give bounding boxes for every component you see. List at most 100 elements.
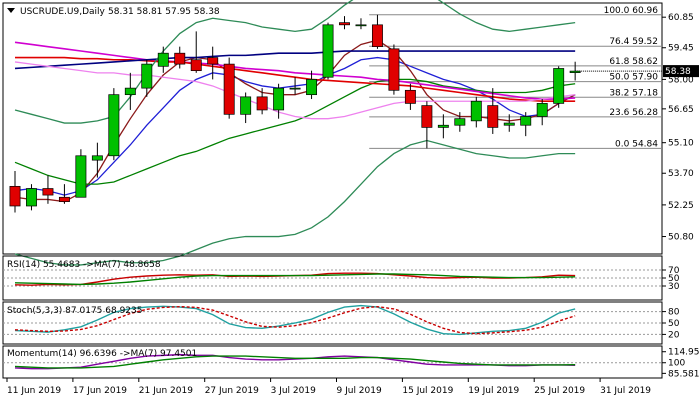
stoch-tick-label: 20: [668, 330, 680, 340]
candle-body[interactable]: [26, 188, 37, 207]
price-axis: 60.85 59.45 58.00 56.65 55.10 53.70 52.25 50.80: [662, 13, 694, 243]
price-tick-label: 55.10: [668, 139, 694, 149]
date-tick-label: 27 Jun 2019: [205, 386, 259, 396]
candle-body[interactable]: [273, 87, 285, 111]
stoch-series-line: [14, 304, 576, 336]
candle-body[interactable]: [355, 24, 367, 27]
candle-body[interactable]: [388, 48, 400, 91]
fib-level-label: 76.4 59.52: [609, 37, 658, 47]
last-price-marker: 58.38: [663, 65, 699, 78]
stoch-tick-label: 80: [668, 308, 680, 318]
indicator-line-bb-upper: [14, 0, 576, 124]
indicator-line-pink: [14, 61, 576, 120]
stoch-lines: [3, 304, 662, 336]
candle-body[interactable]: [223, 63, 235, 115]
date-tick-label: 19 Jul 2019: [468, 386, 519, 396]
candle-body[interactable]: [371, 24, 383, 48]
fib-level-label: 38.2 57.18: [609, 88, 658, 98]
rsi-tick-label: 30: [668, 282, 680, 292]
stoch-title: Stoch(5,3,3) 87.0175 68.9235: [7, 306, 142, 316]
candles: [9, 14, 581, 213]
candle-body[interactable]: [58, 196, 70, 202]
candle-body[interactable]: [124, 87, 136, 96]
candle-body[interactable]: [470, 100, 482, 122]
candle-body[interactable]: [322, 24, 334, 78]
chart-title: USCRUDE.U9,Daily: [20, 7, 106, 17]
indicator-line-green: [14, 78, 576, 185]
rsi-title: RSI(14) 55.4683 ->MA(7) 48.8658: [7, 260, 161, 270]
price-tick-label: 53.70: [668, 169, 694, 179]
momentum-tick-label: 100: [668, 359, 685, 369]
candle-body[interactable]: [553, 68, 565, 104]
date-tick-label: 15 Jul 2019: [402, 386, 453, 396]
momentum-pane[interactable]: Momentum(14) 96.6396 ->MA(7) 97.4501: [2, 345, 663, 379]
ohlc-readout: 58.31 58.81 57.95 58.38: [108, 7, 220, 17]
date-axis: 11 Jun 2019 17 Jun 2019 21 Jun 2019 27 Jun …: [6, 378, 651, 396]
candle-body[interactable]: [75, 155, 87, 198]
chevron-down-icon[interactable]: [7, 8, 15, 13]
fib-level-label: 61.8 58.62: [609, 57, 658, 67]
stoch-series-line: [14, 305, 576, 335]
candle-body[interactable]: [289, 87, 301, 90]
price-tick-label: 60.85: [668, 13, 694, 23]
date-tick-label: 17 Jun 2019: [73, 386, 127, 396]
price-pane[interactable]: 100.0 60.96 76.4 59.52 61.8 58.62 50.0 57.9…: [2, 0, 663, 266]
fib-level-label: 100.0 60.96: [604, 6, 659, 16]
candle-body[interactable]: [421, 105, 433, 128]
momentum-title: Momentum(14) 96.6396 ->MA(7) 97.4501: [7, 349, 197, 359]
indicator-line-magenta: [14, 41, 576, 100]
candle-body[interactable]: [141, 63, 153, 89]
momentum-tick-label: 85.5815: [668, 369, 700, 379]
stoch-pane[interactable]: Stoch(5,3,3) 87.0175 68.9235: [2, 301, 663, 345]
rsi-series-line: [14, 273, 576, 286]
candle-body[interactable]: [454, 118, 466, 126]
candle-body[interactable]: [91, 155, 103, 161]
candle-body[interactable]: [207, 57, 219, 65]
date-tick-label: 31 Jul 2019: [600, 386, 651, 396]
price-tick-label: 52.25: [668, 201, 694, 211]
candle-body[interactable]: [437, 124, 449, 128]
rsi-lines: [3, 269, 662, 287]
rsi-tick-label: 50: [668, 274, 680, 284]
momentum-tick-label: 114.9576: [668, 348, 700, 358]
date-tick-label: 21 Jun 2019: [139, 386, 193, 396]
momentum-axis: 114.957610085.5815: [662, 348, 700, 379]
indicator-line-navy: [14, 50, 576, 70]
fib-level-label: 0.0 54.84: [615, 139, 658, 149]
candle-body[interactable]: [404, 89, 416, 104]
candle-body[interactable]: [157, 52, 169, 67]
momentum-pane-frame: [2, 345, 663, 379]
date-tick-label: 3 Jul 2019: [271, 386, 316, 396]
date-tick-label: 11 Jun 2019: [7, 386, 61, 396]
candle-body[interactable]: [520, 116, 532, 126]
candle-body[interactable]: [42, 188, 54, 196]
candle-body[interactable]: [9, 185, 21, 207]
rsi-pane[interactable]: RSI(14) 55.4683 ->MA(7) 48.8658: [2, 255, 663, 301]
candle-body[interactable]: [569, 70, 581, 73]
candle-body[interactable]: [503, 122, 515, 126]
candle-body[interactable]: [174, 52, 186, 65]
candle-body[interactable]: [339, 22, 350, 26]
candle-body[interactable]: [190, 59, 202, 72]
price-tick-label: 56.65: [668, 105, 694, 115]
candle-body[interactable]: [108, 94, 120, 157]
momentum-series-line: [14, 355, 576, 369]
price-tick-label: 59.45: [668, 44, 694, 54]
indicator-line-bb-lower: [14, 139, 576, 266]
price-pane-frame: [2, 2, 663, 255]
price-tick-label: 50.80: [668, 233, 694, 243]
candle-body[interactable]: [487, 105, 499, 128]
date-tick-label: 9 Jul 2019: [337, 386, 382, 396]
candle-body[interactable]: [240, 96, 252, 115]
momentum-lines: [3, 353, 662, 370]
price-tick-label: 58.00: [668, 75, 694, 85]
date-tick-label: 25 Jul 2019: [534, 386, 585, 396]
candle-body[interactable]: [536, 103, 548, 117]
candle-body[interactable]: [306, 79, 318, 96]
stoch-tick-label: 50: [668, 319, 680, 329]
fib-level-label: 23.6 56.28: [609, 108, 658, 118]
candle-body[interactable]: [256, 96, 268, 111]
